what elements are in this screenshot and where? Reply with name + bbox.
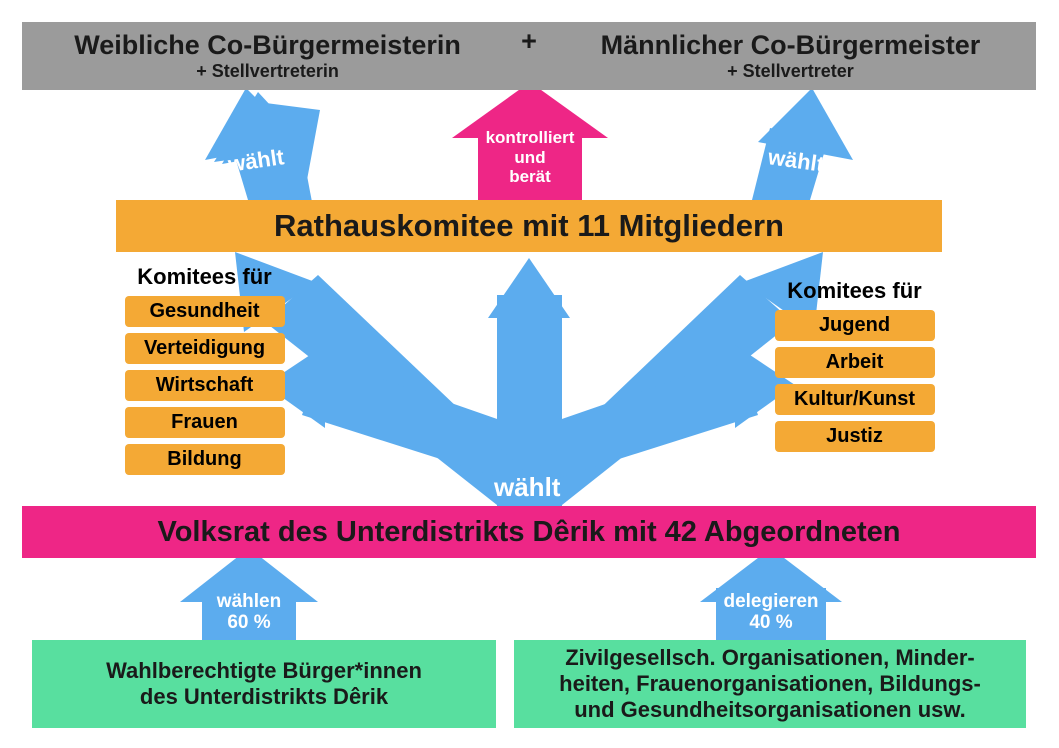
citizens-line2: des Unterdistrikts Dêrik (140, 684, 388, 710)
council-box: Volksrat des Unterdistrikts Dêrik mit 42… (22, 506, 1036, 558)
orgs-line2: heiten, Frauenorganisationen, Bildungs- (559, 671, 981, 697)
male-mayor-title: Männlicher Co-Bürgermeister (545, 30, 1036, 61)
female-mayor-title: Weibliche Co-Bürgermeisterin (22, 30, 513, 61)
label-waehlen: wählen 60 % (206, 592, 292, 634)
mayors-box: Weibliche Co-Bürgermeisterin + Stellvert… (22, 22, 1036, 90)
committees-right-title: Komitees für (787, 278, 921, 304)
label-waehlt-big: wählt (494, 472, 560, 503)
citizens-box: Wahlberechtigte Bürger*innen des Unterdi… (32, 640, 496, 728)
committee-pill: Gesundheit (125, 296, 285, 327)
orgs-box: Zivilgesellsch. Organisationen, Minder- … (514, 640, 1026, 728)
label-delegieren: delegieren 40 % (716, 592, 826, 634)
label-waehlt-right: wählt (766, 144, 825, 178)
orgs-line1: Zivilgesellsch. Organisationen, Minder- (565, 645, 975, 671)
committee-pill: Verteidigung (125, 333, 285, 364)
committees-right: Komitees für Jugend Arbeit Kultur/Kunst … (762, 278, 947, 458)
committee-pill: Wirtschaft (125, 370, 285, 401)
label-waehlt-left: wählt (226, 144, 285, 178)
committees-left-title: Komitees für (137, 264, 271, 290)
council-title: Volksrat des Unterdistrikts Dêrik mit 42… (158, 516, 901, 549)
female-mayor-sub: + Stellvertreterin (22, 61, 513, 82)
committee-pill: Kultur/Kunst (775, 384, 935, 415)
committee-pill: Justiz (775, 421, 935, 452)
plus-sign: + (513, 26, 545, 57)
male-mayor-sub: + Stellvertreter (545, 61, 1036, 82)
committee-pill: Arbeit (775, 347, 935, 378)
committees-left: Komitees für Gesundheit Verteidigung Wir… (112, 264, 297, 481)
orgs-line3: und Gesundheitsorganisationen usw. (574, 697, 966, 723)
label-kontrolliert: kontrolliert und berät (478, 128, 582, 187)
committee-title: Rathauskomitee mit 11 Mitgliedern (274, 208, 784, 244)
committee-pill: Jugend (775, 310, 935, 341)
committee-pill: Bildung (125, 444, 285, 475)
committee-pill: Frauen (125, 407, 285, 438)
committee-box: Rathauskomitee mit 11 Mitgliedern (116, 200, 942, 252)
citizens-line1: Wahlberechtigte Bürger*innen (106, 658, 422, 684)
